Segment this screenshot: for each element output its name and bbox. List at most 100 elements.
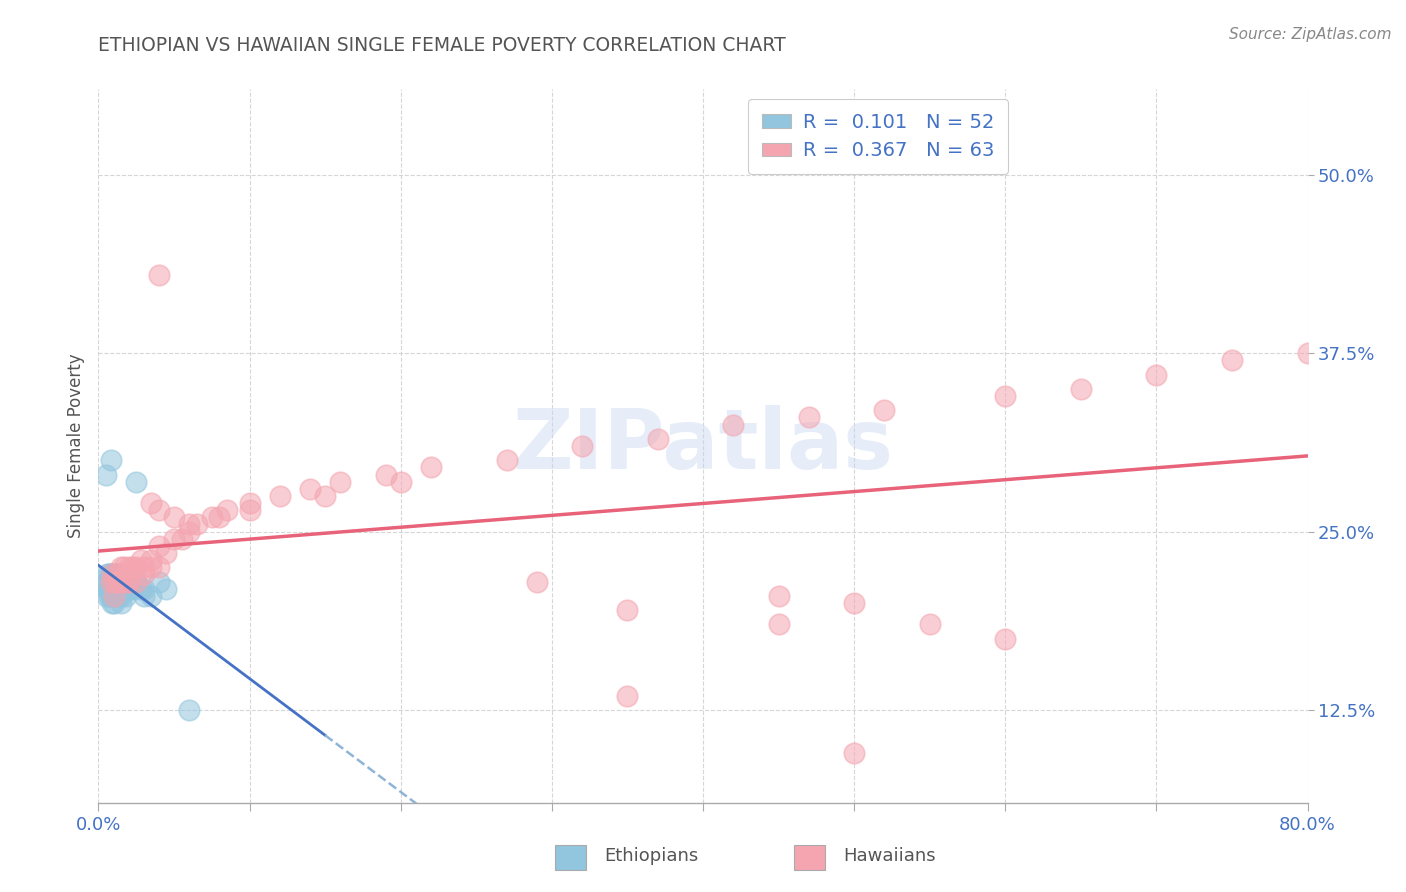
Point (105, 574, 128, 589)
Point (103, 574, 125, 589)
Point (115, 574, 138, 589)
Point (112, 560, 135, 574)
Text: Ethiopians: Ethiopians (605, 847, 699, 865)
Point (201, 510, 224, 524)
Point (100, 567, 122, 582)
Point (148, 539, 170, 553)
Point (148, 268, 170, 282)
Point (103, 589, 125, 603)
Point (103, 574, 125, 589)
Point (101, 567, 124, 582)
Point (103, 567, 125, 582)
Point (239, 496, 262, 510)
Text: Hawaiians: Hawaiians (844, 847, 936, 865)
Point (104, 582, 127, 596)
Point (148, 503, 170, 517)
Point (155, 546, 177, 560)
Point (104, 574, 127, 589)
Point (132, 567, 155, 582)
Point (96, 567, 118, 582)
Point (148, 560, 170, 574)
Point (118, 574, 141, 589)
Point (141, 589, 163, 603)
Point (101, 574, 124, 589)
Point (994, 632, 1017, 646)
Point (104, 567, 127, 582)
Text: Source: ZipAtlas.com: Source: ZipAtlas.com (1229, 27, 1392, 42)
Point (129, 553, 152, 567)
Point (96, 582, 118, 596)
Point (163, 510, 186, 524)
Point (132, 582, 155, 596)
Point (179, 703, 201, 717)
Point (571, 439, 593, 453)
Point (100, 453, 122, 467)
Point (104, 589, 127, 603)
Point (329, 475, 352, 489)
Point (797, 410, 820, 425)
Text: ETHIOPIAN VS HAWAIIAN SINGLE FEMALE POVERTY CORRELATION CHART: ETHIOPIAN VS HAWAIIAN SINGLE FEMALE POVE… (98, 36, 786, 54)
Point (389, 475, 412, 489)
Point (101, 582, 124, 596)
Point (141, 553, 163, 567)
Point (98, 567, 121, 582)
Point (114, 582, 136, 596)
Point (844, 746, 866, 760)
Point (918, 617, 941, 632)
Point (239, 503, 262, 517)
Point (105, 567, 128, 582)
Point (100, 574, 122, 589)
Point (98, 574, 121, 589)
Point (1144, 368, 1167, 382)
Point (105, 567, 128, 582)
Point (100, 582, 122, 596)
Point (526, 574, 548, 589)
Point (110, 574, 132, 589)
Point (994, 389, 1017, 403)
Point (495, 453, 517, 467)
Point (105, 582, 128, 596)
Point (148, 574, 170, 589)
Point (1220, 353, 1243, 368)
Point (121, 582, 143, 596)
Point (101, 567, 124, 582)
Legend: R =  0.101   N = 52, R =  0.367   N = 63: R = 0.101 N = 52, R = 0.367 N = 63 (748, 99, 1008, 174)
Point (100, 589, 122, 603)
Point (107, 589, 129, 603)
Point (163, 532, 186, 546)
Point (110, 589, 132, 603)
Point (94, 574, 117, 589)
Point (768, 617, 790, 632)
Point (114, 589, 136, 603)
Point (118, 560, 141, 574)
Point (1070, 382, 1092, 396)
Point (616, 603, 638, 617)
Point (186, 517, 208, 532)
Point (299, 482, 322, 496)
Point (114, 567, 136, 582)
Point (94, 589, 117, 603)
Point (129, 582, 152, 596)
Point (179, 517, 201, 532)
Point (107, 582, 129, 596)
Point (208, 510, 231, 524)
Point (616, 689, 638, 703)
Point (107, 574, 129, 589)
Point (121, 560, 143, 574)
Point (112, 574, 135, 589)
Point (170, 532, 193, 546)
Point (98, 582, 121, 596)
Point (125, 574, 148, 589)
Point (647, 432, 669, 446)
Point (215, 503, 238, 517)
Point (98, 589, 121, 603)
Point (132, 560, 155, 574)
Y-axis label: Single Female Poverty: Single Female Poverty (66, 354, 84, 538)
Point (179, 524, 201, 539)
Point (110, 596, 132, 610)
Point (873, 403, 896, 417)
Point (125, 560, 148, 574)
Point (107, 574, 129, 589)
Point (723, 417, 745, 432)
Point (125, 574, 148, 589)
